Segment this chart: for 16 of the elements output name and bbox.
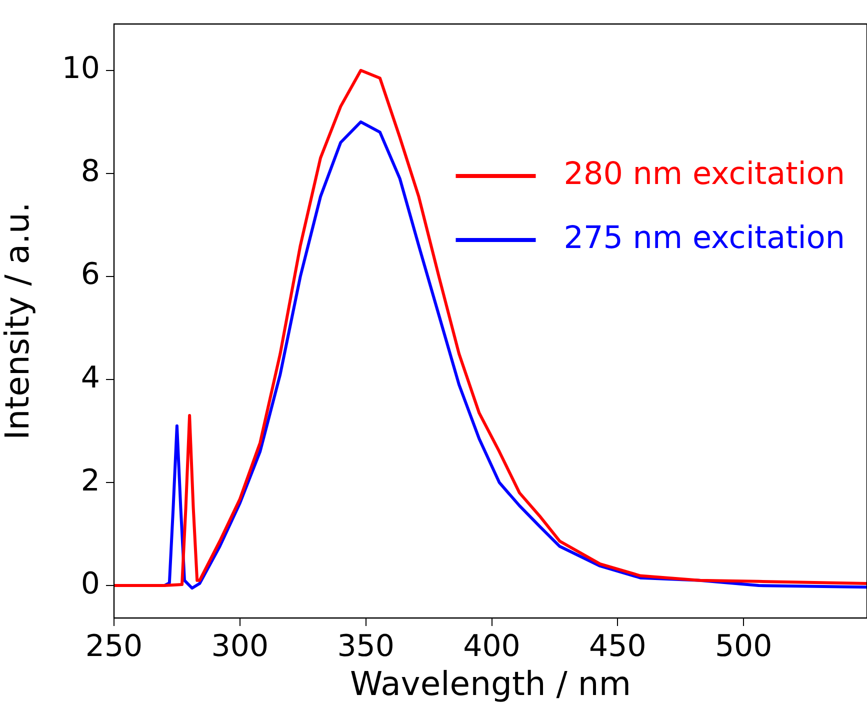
y-tick-label: 6 — [80, 257, 100, 292]
y-tick-label: 4 — [80, 360, 100, 396]
x-tick-label: 300 — [211, 628, 269, 664]
y-tick-label: 8 — [80, 154, 100, 190]
x-tick-label: 350 — [337, 628, 394, 664]
y-tick-label: 10 — [62, 51, 100, 86]
y-tick-label: 2 — [80, 463, 100, 498]
x-tick-label: 400 — [463, 628, 520, 664]
x-tick-label: 250 — [85, 628, 143, 664]
legend-label: 280 nm excitation — [564, 156, 846, 192]
y-axis-title: Intensity / a.u. — [0, 202, 36, 440]
x-tick-label: 500 — [714, 628, 772, 664]
x-tick-label: 450 — [589, 628, 646, 664]
legend-label: 275 nm excitation — [564, 220, 846, 256]
y-tick-label: 0 — [80, 566, 100, 602]
x-axis-title: Wavelength / nm — [350, 664, 631, 703]
